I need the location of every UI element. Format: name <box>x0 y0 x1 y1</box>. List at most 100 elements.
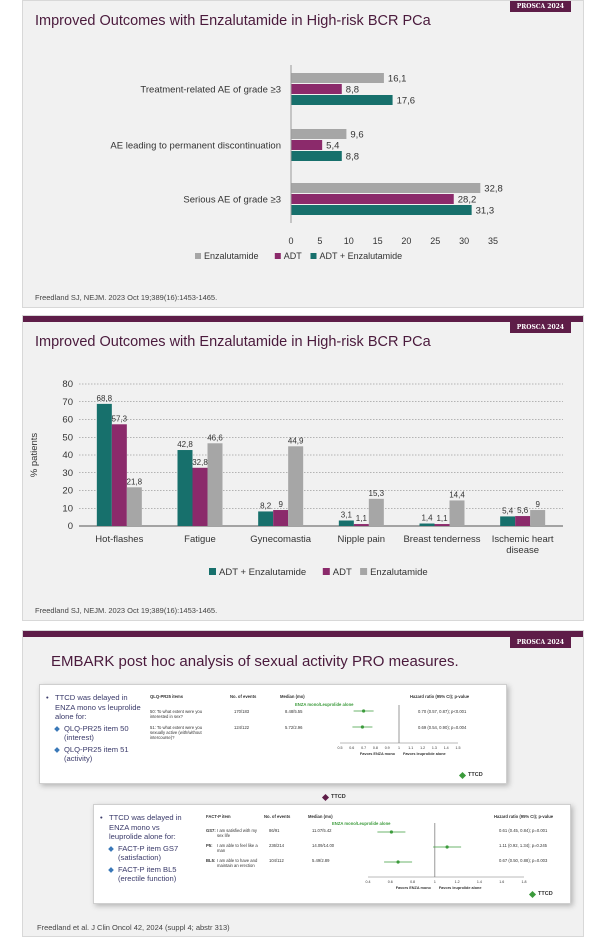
top-bar <box>23 316 583 322</box>
ttcd-label: TTCD <box>331 794 346 800</box>
legend-swatch <box>274 253 281 259</box>
bar <box>96 403 112 526</box>
y-tick-label: 30 <box>62 468 73 479</box>
y-tick-label: 60 <box>62 415 73 426</box>
forest-tick-label: 0.6 <box>388 880 393 884</box>
point-estimate <box>360 725 365 729</box>
y-tick-label: 40 <box>62 450 73 461</box>
panel-2-bullets: TTCD was delayed in ENZA mono vs leuprol… <box>100 813 192 884</box>
data-label: 46,6 <box>207 433 223 442</box>
bar <box>530 510 546 526</box>
y-tick-label: 70 <box>62 397 73 408</box>
data-label: 32,8 <box>192 458 208 467</box>
x-tick-label: 35 <box>488 236 498 246</box>
col-header-items: QLQ-PR25 items <box>150 694 184 699</box>
x-tick-label: 5 <box>317 236 322 246</box>
row-label: I am satisfied with my sex life <box>217 828 258 838</box>
slide-1-title: Improved Outcomes with Enzalutamide in H… <box>35 13 431 29</box>
legend-label: Enzalutamide <box>204 251 259 261</box>
slide-1: PROSCA 2024 Improved Outcomes with Enzal… <box>22 0 584 308</box>
bar <box>291 84 342 94</box>
bar <box>419 523 435 526</box>
bullet-main: TTCD was delayed in ENZA mono vs leuprol… <box>46 693 142 722</box>
top-bar <box>23 631 583 637</box>
forest-tick-label: 0.5 <box>338 746 343 750</box>
row-hr: 1.11 (0.92, 1.34); p=0.245 <box>499 843 547 848</box>
row-label: I am able to feel like a man <box>217 843 258 853</box>
legend-label: ADT <box>333 567 352 578</box>
y-axis-label: % patients <box>29 433 40 478</box>
bar <box>338 520 354 526</box>
forest-tick-label: 1.2 <box>455 880 460 884</box>
col-header-items: FACT-P item <box>206 814 231 819</box>
legend-swatch <box>310 253 317 259</box>
row-events: 170/183 <box>234 709 250 714</box>
row-events: 124/122 <box>234 725 250 730</box>
data-label: 9,6 <box>350 130 363 141</box>
data-label: 31,3 <box>476 206 495 217</box>
bar <box>515 516 531 526</box>
row-code: GS7: <box>206 828 216 833</box>
legend-swatch <box>322 568 330 575</box>
data-label: 42,8 <box>177 440 193 449</box>
data-label: 44,9 <box>288 436 304 445</box>
y-tick-label: 10 <box>62 503 73 514</box>
bar <box>368 498 384 526</box>
y-tick-label: 20 <box>62 486 73 497</box>
data-label: 1,1 <box>356 514 368 523</box>
data-label: 14,4 <box>449 490 465 499</box>
category-label: Gynecomastia <box>250 534 311 545</box>
bullet-main: TTCD was delayed in ENZA mono vs leuprol… <box>100 813 192 842</box>
bar <box>291 151 342 161</box>
data-label: 3,1 <box>341 510 353 519</box>
data-label: 16,1 <box>388 74 407 85</box>
forest-tick-label: 1.3 <box>432 746 437 750</box>
point-estimate <box>396 860 400 864</box>
ttcd-label: TTCD <box>538 891 553 897</box>
row-events: 236/214 <box>269 843 285 848</box>
bullet-sub: QLQ-PR25 item 50 (interest) <box>46 724 142 743</box>
legend-label: Enzalutamide <box>370 567 428 578</box>
bullet-sub: FACT-P item BL5 (erectile function) <box>100 865 192 884</box>
category-label: Serious AE of grade ≥3 <box>183 195 281 206</box>
row-code: P5: <box>206 843 213 848</box>
forest-tick-label: 1.1 <box>408 746 413 750</box>
bar <box>291 73 384 83</box>
legend-label: ADT + Enzalutamide <box>219 567 306 578</box>
favors-right-label: Favors leuprolide alone <box>403 752 446 756</box>
bar <box>177 450 193 526</box>
row-label: 50: To what extent were you interested i… <box>150 709 203 719</box>
bar <box>449 500 465 526</box>
brand-badge: PROSCA 2024 <box>509 1 571 12</box>
x-tick-label: 0 <box>288 236 293 246</box>
data-label: 5,6 <box>517 506 529 515</box>
legend-label: ADT <box>284 251 303 261</box>
forest-tick-label: 0.8 <box>373 746 378 750</box>
data-label: 5,4 <box>502 506 514 515</box>
forest-tick-label: 1.5 <box>456 746 461 750</box>
bar <box>288 446 304 526</box>
category-label: Hot-flashes <box>95 534 143 545</box>
data-label: 9 <box>278 500 283 509</box>
bullet-sub: FACT-P item GS7 (satisfaction) <box>100 844 192 863</box>
bar <box>291 205 472 215</box>
bullet-sub: QLQ-PR25 item 51 (activity) <box>46 745 142 764</box>
brand-badge: PROSCA 2024 <box>509 322 571 333</box>
group-label: ENZA mono/Leuprolide alone <box>295 702 354 707</box>
legend-swatch <box>195 253 201 259</box>
category-label: Treatment-related AE of grade ≥3 <box>140 85 281 96</box>
data-label: 15,3 <box>369 489 385 498</box>
adverse-events-bar-chart: 0 10 20 30 40 50 60 70 80 % patients 68,8 57,3 21,8 H… <box>29 379 563 578</box>
ttcd-legend: TTCD <box>458 771 483 779</box>
forest-tick-label: 0.8 <box>410 880 415 884</box>
data-label: 17,6 <box>397 96 416 107</box>
y-tick-label: 0 <box>68 521 73 532</box>
slide-3-title: EMBARK post hoc analysis of sexual activ… <box>51 653 459 670</box>
bar <box>291 194 454 204</box>
forest-tick-label: 1.6 <box>499 880 504 884</box>
forest-tick-label: 1 <box>434 880 436 884</box>
row-code: BL5: <box>206 858 216 863</box>
group-label: ENZA mono/Leuprolide alone <box>332 821 391 826</box>
row-label: I am able to have and maintain an erecti… <box>217 858 258 868</box>
category-label: AE leading to permanent discontinuation <box>110 141 281 152</box>
